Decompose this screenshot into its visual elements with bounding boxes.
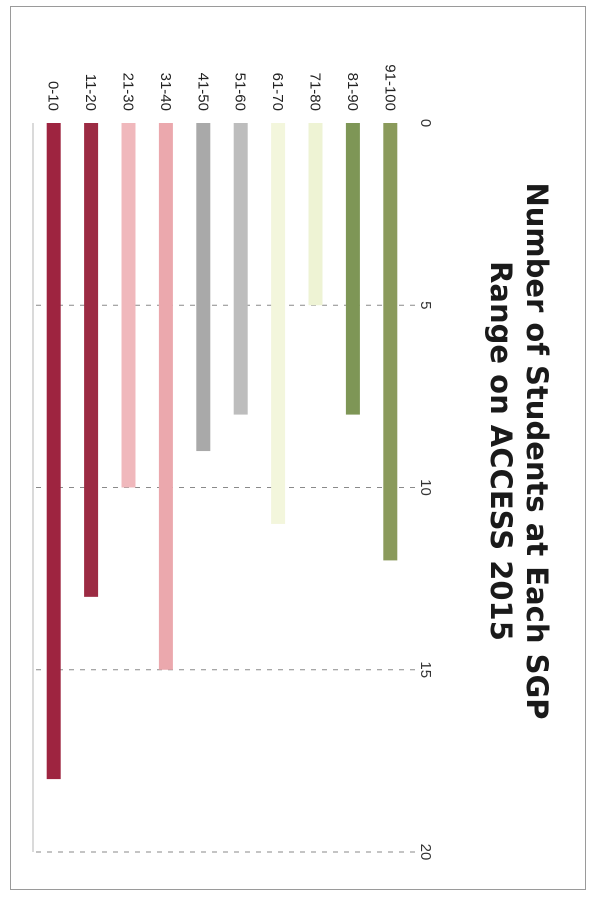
bar-61-70 bbox=[271, 123, 286, 524]
category-label: 21-30 bbox=[120, 73, 137, 111]
category-label: 11-20 bbox=[82, 74, 99, 111]
category-label: 81-90 bbox=[344, 73, 361, 111]
category-label: 0-10 bbox=[45, 81, 62, 111]
chart-title-line-2: Range on ACCESS 2015 bbox=[484, 261, 518, 641]
category-label: 61-70 bbox=[269, 73, 286, 111]
x-tick-label: 5 bbox=[417, 301, 434, 309]
category-label: 51-60 bbox=[232, 73, 249, 111]
x-tick-label: 10 bbox=[417, 479, 434, 496]
bar-11-20 bbox=[84, 123, 99, 597]
x-tick-label: 0 bbox=[417, 119, 434, 127]
bar-41-50 bbox=[196, 123, 211, 452]
bar-0-10 bbox=[46, 123, 61, 780]
category-label: 41-50 bbox=[194, 73, 211, 111]
bar-21-30 bbox=[121, 123, 136, 488]
bar-91-100 bbox=[383, 123, 398, 561]
chart-title-line-1: Number of Students at Each SGP bbox=[520, 182, 554, 719]
x-tick-label: 15 bbox=[417, 661, 434, 678]
bar-51-60 bbox=[233, 123, 248, 415]
category-label: 91-100 bbox=[381, 64, 398, 111]
bar-31-40 bbox=[158, 123, 173, 670]
bar-81-90 bbox=[345, 123, 360, 415]
x-tick-label: 20 bbox=[417, 844, 434, 861]
bar-71-80 bbox=[308, 123, 323, 306]
category-label: 31-40 bbox=[157, 73, 174, 111]
chart-frame bbox=[10, 6, 586, 890]
category-label: 71-80 bbox=[307, 73, 324, 111]
